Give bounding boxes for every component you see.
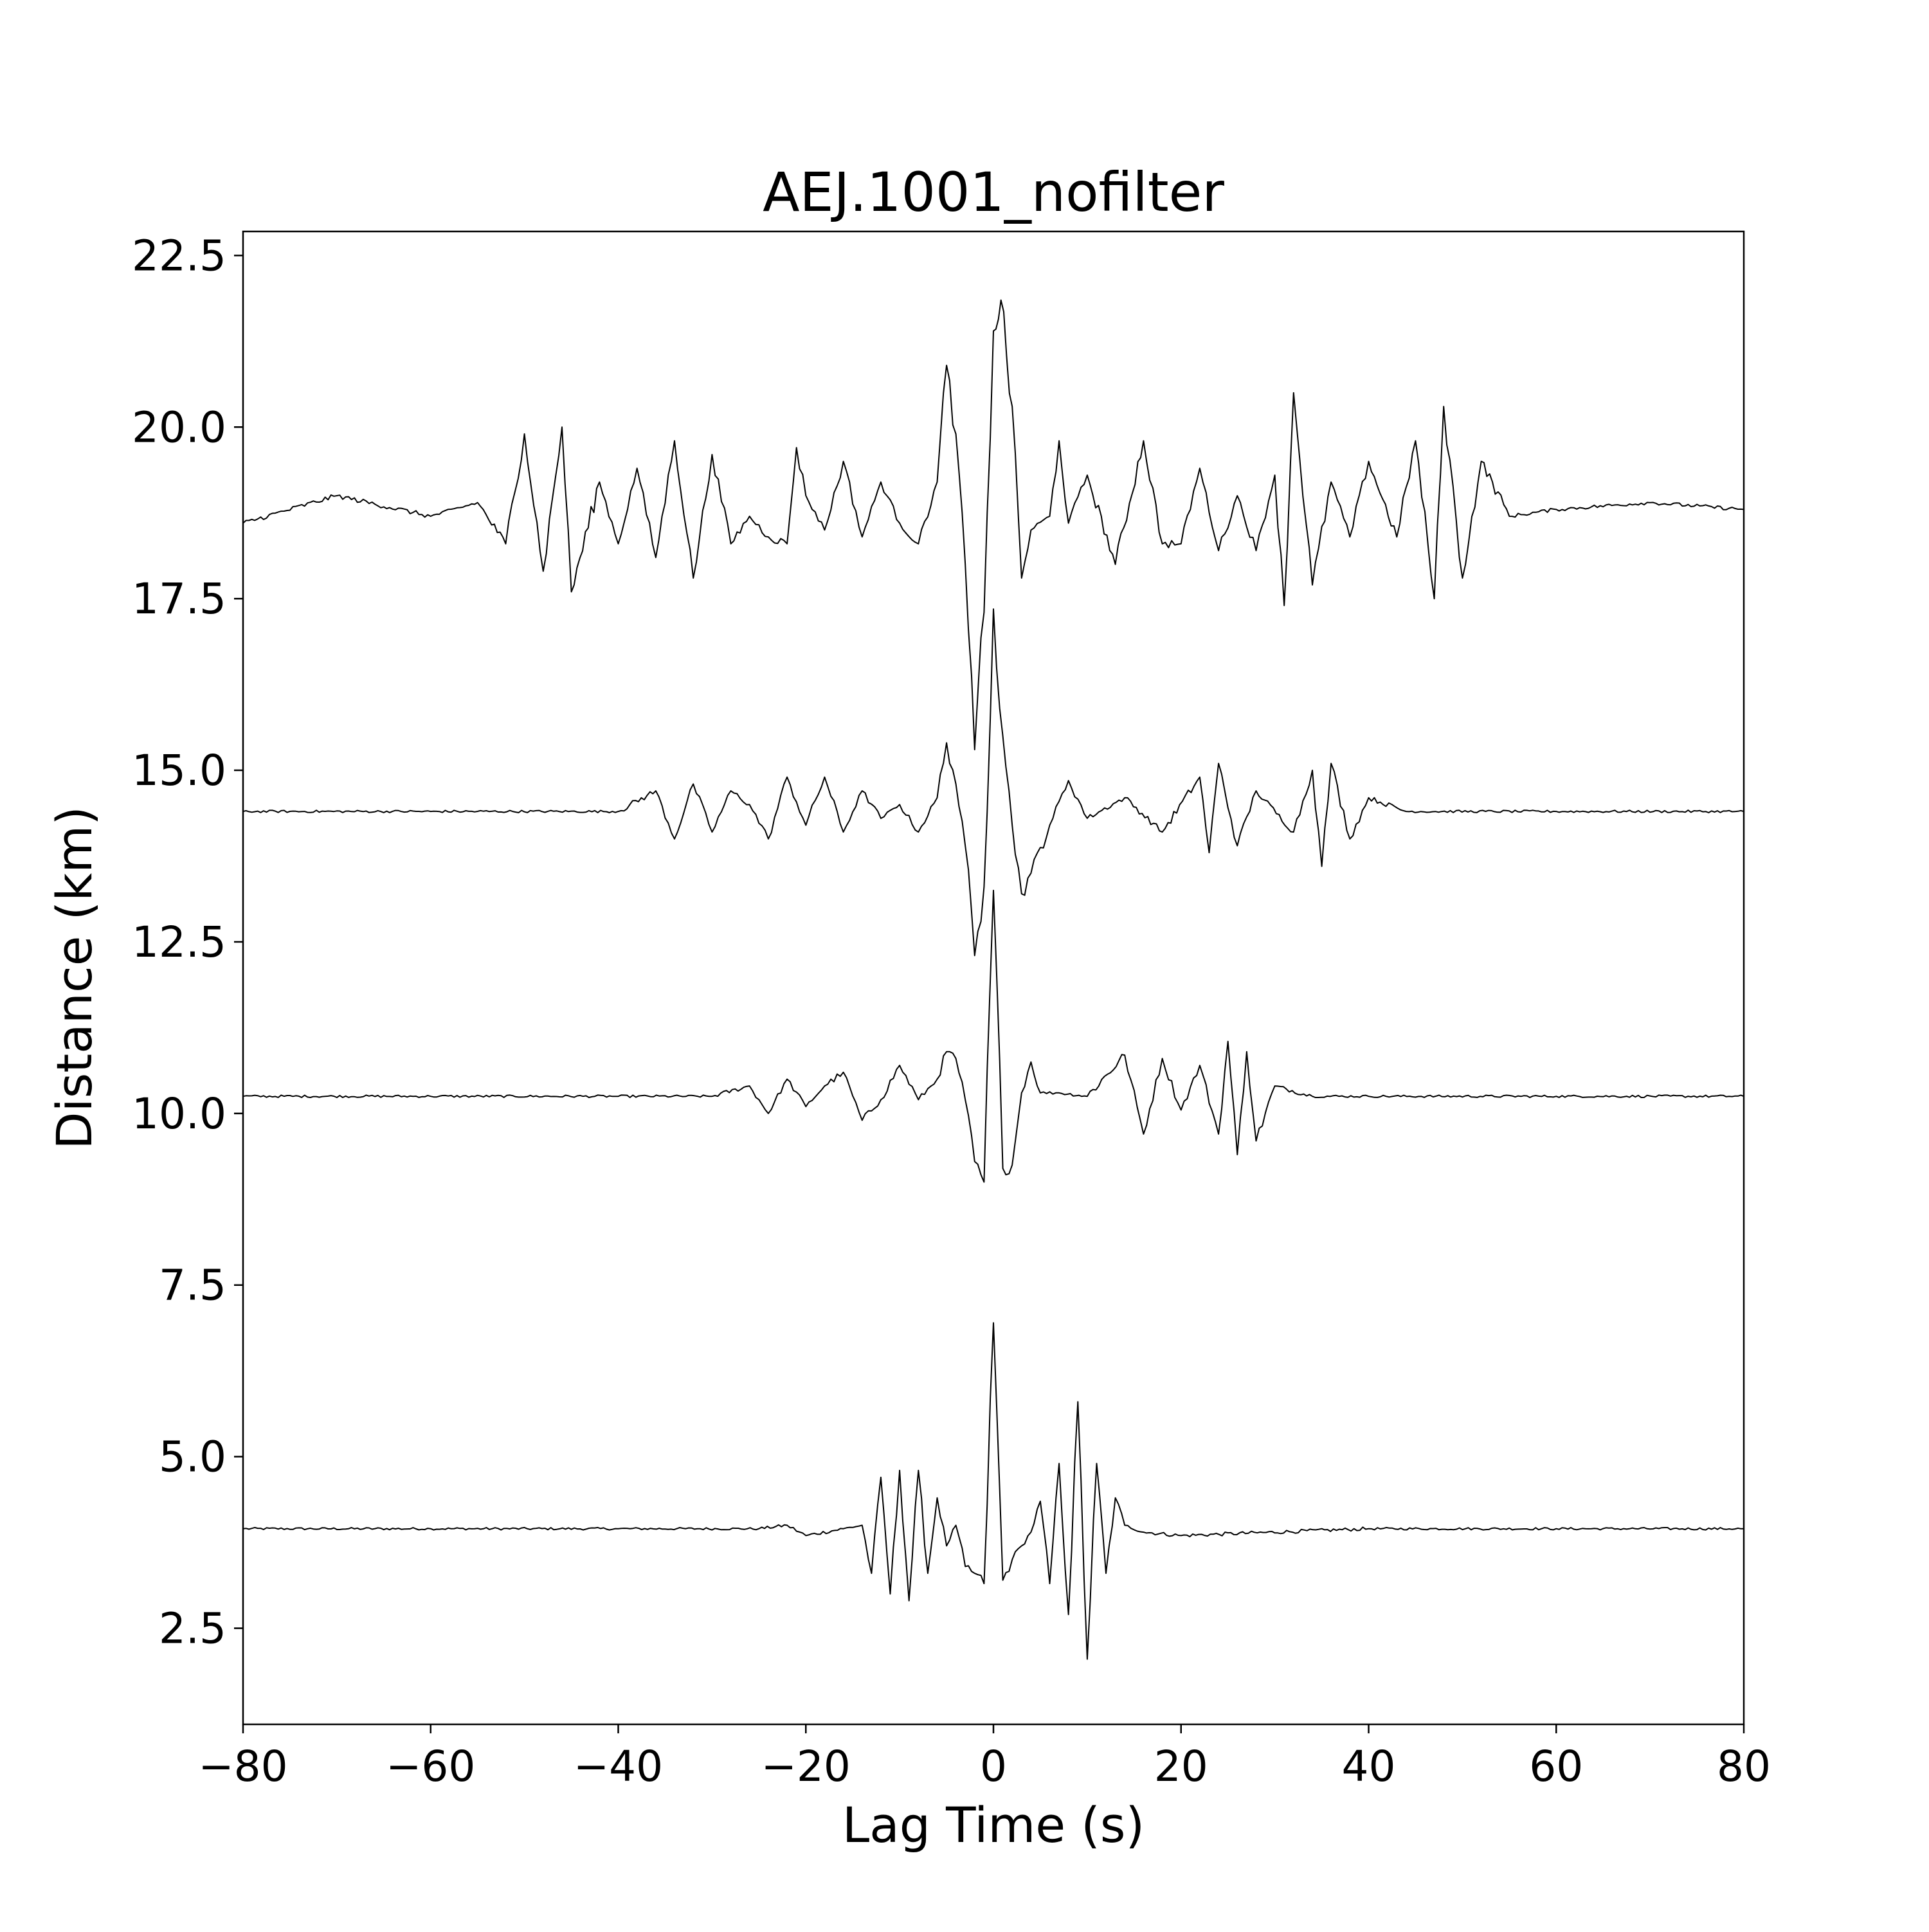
trace-1 bbox=[242, 1322, 1744, 1660]
x-tick-label: −80 bbox=[198, 1742, 287, 1791]
x-tick-label: −20 bbox=[761, 1742, 851, 1791]
trace-2 bbox=[242, 889, 1744, 1183]
x-tick-label: 20 bbox=[1154, 1742, 1208, 1791]
x-tick-label: 80 bbox=[1717, 1742, 1771, 1791]
y-tick-label: 20.0 bbox=[132, 402, 226, 452]
y-tick-label: 12.5 bbox=[132, 917, 226, 967]
x-tick-label: 40 bbox=[1342, 1742, 1396, 1791]
x-axis-label: Lag Time (s) bbox=[842, 1796, 1145, 1854]
x-tick-label: 60 bbox=[1529, 1742, 1583, 1791]
x-tick-label: −40 bbox=[574, 1742, 663, 1791]
trace-3 bbox=[242, 608, 1744, 957]
y-tick-label: 5.0 bbox=[159, 1432, 226, 1482]
y-tick-label: 15.0 bbox=[132, 746, 226, 795]
x-tick-label: −60 bbox=[386, 1742, 475, 1791]
y-tick-label: 17.5 bbox=[132, 574, 226, 624]
y-tick-label: 2.5 bbox=[159, 1604, 226, 1654]
y-tick-label: 22.5 bbox=[132, 231, 226, 280]
ticks-layer: −80 −60 −40 −20 0 20 40 60 80 2.5 5.0 7.5 10.0 12.5 15… bbox=[132, 231, 1771, 1791]
y-tick-label: 7.5 bbox=[159, 1261, 226, 1310]
y-axis-label: Distance (km) bbox=[46, 806, 103, 1150]
y-tick-label: 10.0 bbox=[132, 1089, 226, 1139]
traces-layer bbox=[242, 299, 1744, 1660]
trace-4 bbox=[242, 299, 1744, 750]
x-tick-label: 0 bbox=[980, 1742, 1007, 1791]
chart-title: AEJ.1001_nofilter bbox=[763, 161, 1224, 224]
